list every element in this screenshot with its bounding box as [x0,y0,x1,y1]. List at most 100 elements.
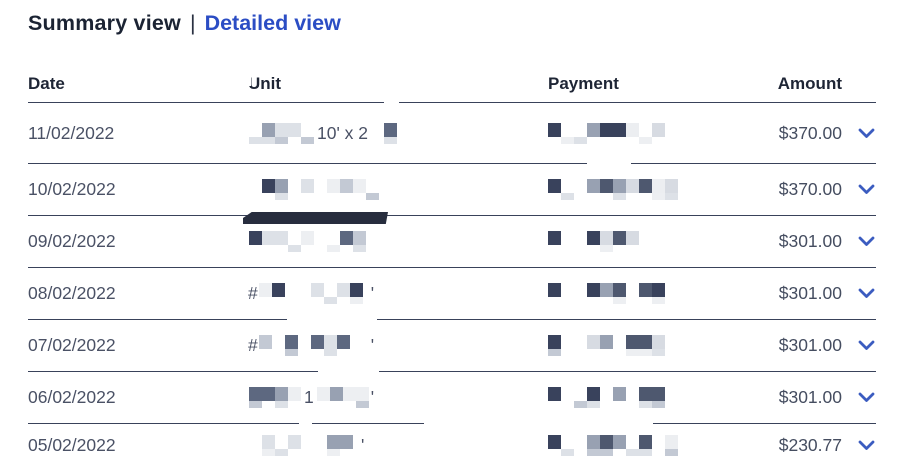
date-value: 07/02/2022 [28,335,116,355]
chevron-down-icon[interactable] [858,184,875,195]
redacted-payment-value [548,231,652,252]
redacted-payment-value [548,179,678,200]
chevron-down-icon[interactable] [858,236,875,247]
redacted-unit-value [371,122,398,144]
column-header-actions [842,70,876,74]
date-cell: 06/02/2022 [28,387,248,408]
unit-fragment-prefix: # [248,335,258,355]
table-row: 09/02/2022 $301.00 [28,216,876,268]
redaction-patch [587,160,631,170]
chevron-down-icon[interactable] [858,392,875,403]
payment-cell [548,387,770,408]
date-value: 11/02/2022 [28,122,115,143]
redacted-payment-value [548,122,665,144]
redaction-patch [287,316,377,326]
detailed-view-tab[interactable]: Detailed view [204,11,341,35]
unit-fragment: 10' x 2 [317,122,369,143]
column-header-unit: Unit [247,74,282,93]
unit-fragment: 1 [304,387,314,407]
redacted-payment-value [548,435,678,456]
view-switcher: Summary view | Detailed view [0,0,904,70]
date-value: 05/02/2022 [28,435,116,455]
date-cell: 11/02/2022 [28,123,248,144]
payment-cell [548,122,770,144]
unit-fragment-suffix: ' [370,387,375,407]
table-row: 08/02/2022 # ' $301.00 [28,268,876,320]
expand-row-button[interactable] [842,392,876,403]
redacted-unit-value [249,179,379,200]
table-row: 05/02/2022 ' $230.77 [28,424,876,467]
chevron-down-icon[interactable] [858,440,875,451]
expand-row-button[interactable] [842,340,876,351]
table-row: 06/02/2022 1 ' $301.00 [28,372,876,424]
table-row: 10/02/2022 $370.00 [28,164,876,216]
amount-value: $301.00 [778,387,842,407]
redacted-payment-value [548,387,665,408]
payment-cell [548,435,770,456]
amount-value: $370.00 [778,179,842,199]
chevron-down-icon[interactable] [858,288,875,299]
amount-value: $230.77 [778,435,842,455]
unit-cell [248,179,548,200]
unit-cell: # ' [248,335,548,356]
redaction-patch [424,420,653,430]
redaction-patch [318,368,379,378]
unit-fragment-suffix: ' [361,435,365,455]
redacted-payment-value [548,335,665,356]
redacted-unit-value [249,435,353,456]
table-row: 07/02/2022 # ' $301.00 [28,320,876,372]
unit-cell: ' [248,435,548,456]
chevron-down-icon[interactable] [858,340,875,351]
expand-row-button[interactable] [842,440,876,451]
column-header-date: Date [28,74,65,93]
expand-row-button[interactable] [842,128,876,139]
table-row: 11/02/2022 10' x 2 $370.00 [28,103,876,164]
amount-value: $370.00 [778,122,842,143]
expand-row-button[interactable] [842,288,876,299]
unit-cell: 10' x 2 [248,122,548,144]
payment-cell [548,231,770,252]
redacted-unit-value [249,387,301,408]
table-body: 11/02/2022 10' x 2 $370.00 10/02/2022 $370.0… [28,103,876,467]
expand-row-button[interactable] [842,184,876,195]
view-switcher-separator: | [189,11,196,35]
redaction-bar [243,212,388,224]
amount-value: $301.00 [778,335,842,355]
date-value: 10/02/2022 [28,179,116,199]
redacted-unit-value [249,231,366,252]
redacted-payment-value [548,283,665,304]
unit-fragment-suffix: ' [370,283,375,303]
redacted-unit-value [316,387,369,408]
redacted-unit-value [258,283,363,304]
redacted-unit-value [249,122,314,144]
payment-cell [548,283,770,304]
expand-row-button[interactable] [842,236,876,247]
unit-fragment-prefix: # [248,283,258,303]
column-header-payment: Payment [548,74,619,93]
redacted-unit-value [258,335,363,356]
summary-view-tab[interactable]: Summary view [28,11,181,35]
date-cell: 07/02/2022 [28,335,248,356]
date-cell: 10/02/2022 [28,179,248,200]
redaction-patch [299,420,312,430]
column-header-amount: Amount [777,74,842,93]
unit-cell: # ' [248,283,548,304]
redaction-patch-unit-header [247,77,251,86]
unit-fragment-suffix: ' [370,335,375,355]
date-value: 06/02/2022 [28,387,116,407]
payment-cell [548,179,770,200]
payments-table: Date Unit Payment Amount 11/02/2022 10' x… [28,70,876,467]
table-header-row: Date Unit Payment Amount [28,70,876,103]
date-cell: 05/02/2022 [28,435,248,456]
date-value: 08/02/2022 [28,283,116,303]
date-cell: 09/02/2022 [28,231,248,252]
redaction-patch [384,99,399,108]
payment-cell [548,335,770,356]
date-value: 09/02/2022 [28,231,116,251]
unit-cell [248,231,548,252]
unit-cell: 1 ' [248,387,548,408]
date-cell: 08/02/2022 [28,283,248,304]
chevron-down-icon[interactable] [858,128,875,139]
amount-value: $301.00 [778,283,842,303]
